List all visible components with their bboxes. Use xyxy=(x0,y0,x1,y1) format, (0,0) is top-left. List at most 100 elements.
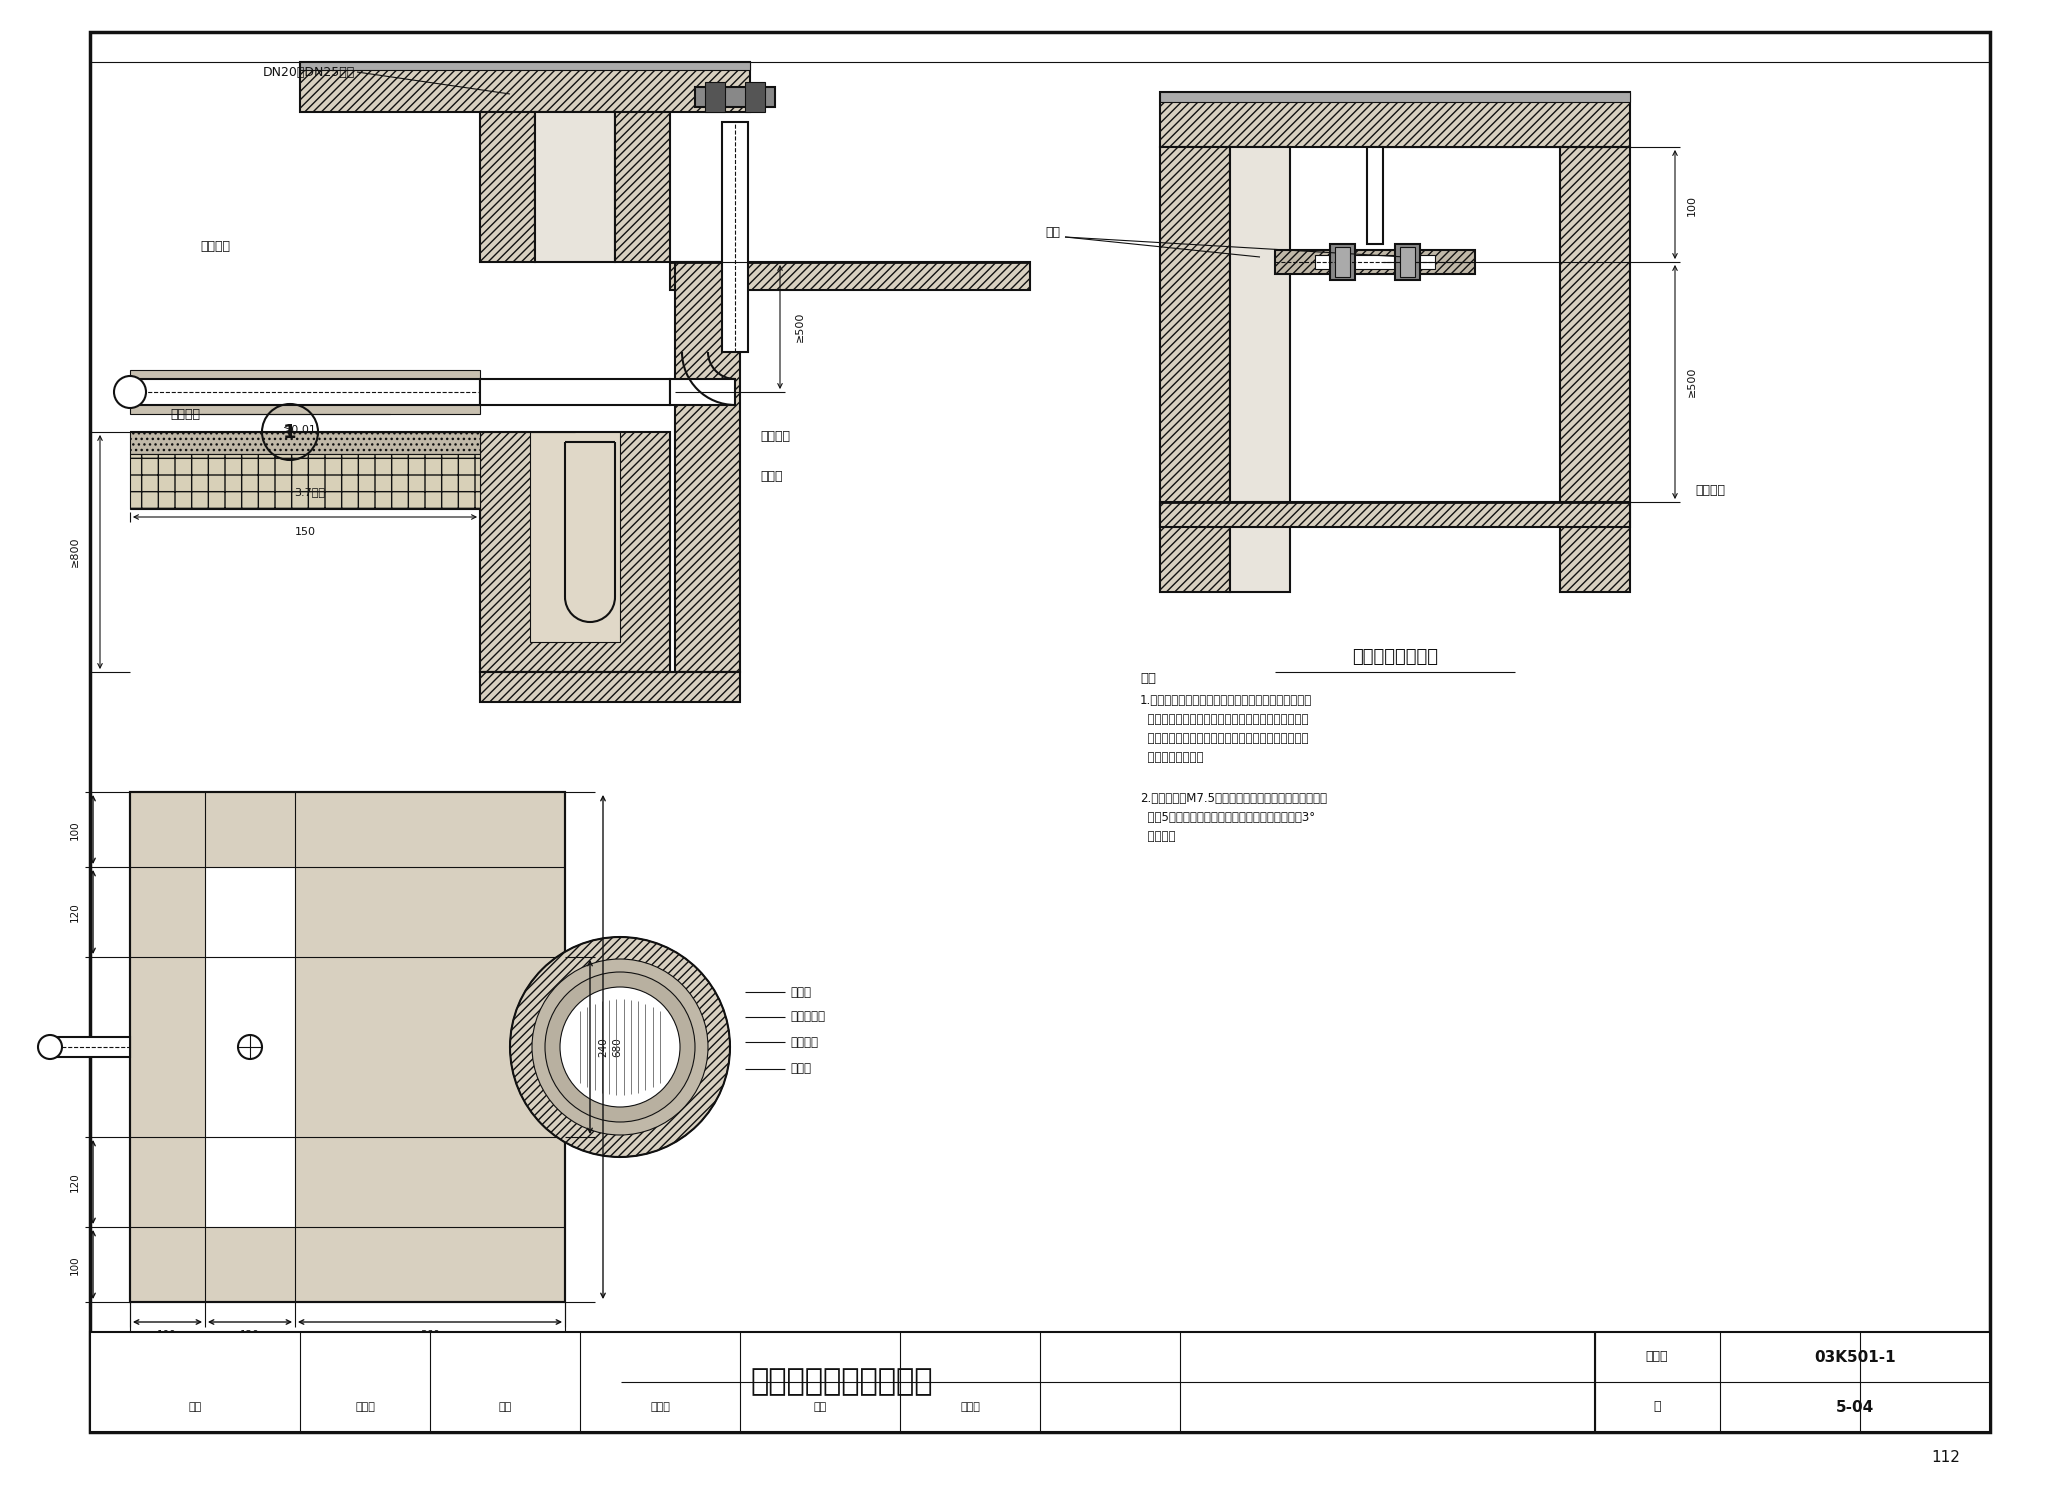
Text: 地下室作法大样，管材采用无缝钢管煨弯，或采用镀: 地下室作法大样，管材采用无缝钢管煨弯，或采用镀 xyxy=(1141,713,1309,727)
Bar xyxy=(295,792,565,1303)
Bar xyxy=(129,454,479,509)
Circle shape xyxy=(532,959,709,1135)
Text: DN20～DN25丝端: DN20～DN25丝端 xyxy=(262,66,354,79)
Text: 审核: 审核 xyxy=(188,1402,201,1411)
Text: 设计: 设计 xyxy=(813,1402,827,1411)
Bar xyxy=(1159,501,1630,527)
Text: 100: 100 xyxy=(70,1255,80,1274)
Bar xyxy=(205,792,295,867)
Circle shape xyxy=(39,1035,61,1059)
Bar xyxy=(670,263,1030,289)
Text: 填充沥青: 填充沥青 xyxy=(791,1035,817,1049)
Text: ≥500: ≥500 xyxy=(1688,367,1698,397)
Bar xyxy=(670,379,735,404)
Bar xyxy=(1159,93,1630,101)
Text: 2.砖台内外抹M7.5砂浆，砖台与建筑物外墙应连接严密: 2.砖台内外抹M7.5砂浆，砖台与建筑物外墙应连接严密 xyxy=(1141,792,1327,806)
Text: 120: 120 xyxy=(240,1329,260,1340)
Bar xyxy=(90,1332,1991,1432)
Bar xyxy=(1231,148,1290,592)
Text: 100: 100 xyxy=(1688,194,1698,215)
Text: 240: 240 xyxy=(598,1037,608,1056)
Text: 680: 680 xyxy=(612,1037,623,1056)
Bar xyxy=(745,82,766,112)
Bar xyxy=(1561,148,1630,592)
Bar xyxy=(723,122,748,352)
Bar xyxy=(1315,255,1436,269)
Bar xyxy=(535,112,614,263)
Text: 室外地坪: 室外地坪 xyxy=(170,407,201,421)
Bar xyxy=(1329,245,1356,280)
Bar xyxy=(299,63,750,112)
Bar xyxy=(49,1037,129,1056)
Text: 锌钢管管件连接，做加强防腐层及填充膨胀珍珠岩保: 锌钢管管件连接，做加强防腐层及填充膨胀珍珠岩保 xyxy=(1141,733,1309,745)
Text: 校对: 校对 xyxy=(498,1402,512,1411)
Bar xyxy=(205,1226,295,1303)
Circle shape xyxy=(238,1035,262,1059)
Bar xyxy=(479,379,670,404)
Bar xyxy=(129,370,479,413)
Bar xyxy=(694,87,774,107)
Text: 1.本图为由室外引入室内的燃气管道进气口遇暖气沟或: 1.本图为由室外引入室内的燃气管道进气口遇暖气沟或 xyxy=(1141,694,1313,707)
Text: 戴浩仪: 戴浩仪 xyxy=(354,1402,375,1411)
Text: >0.01: >0.01 xyxy=(283,425,317,436)
Text: 页: 页 xyxy=(1653,1401,1661,1413)
Text: 温，砌砖台保护。: 温，砌砖台保护。 xyxy=(1141,750,1204,764)
Bar xyxy=(205,867,295,1226)
Bar xyxy=(1335,248,1350,278)
Text: 加强防腐层: 加强防腐层 xyxy=(791,1010,825,1024)
Bar xyxy=(614,112,670,263)
Bar xyxy=(1276,251,1475,275)
Text: 胡卫卫: 胡卫卫 xyxy=(961,1402,979,1411)
Bar xyxy=(479,433,670,671)
Text: 每隔5层保护台墙体嵌入建筑物墙体内，盖板保持3°: 每隔5层保护台墙体嵌入建筑物墙体内，盖板保持3° xyxy=(1141,812,1315,824)
Circle shape xyxy=(545,971,694,1122)
Bar xyxy=(129,792,205,1303)
Bar xyxy=(532,436,616,639)
Bar xyxy=(129,792,565,1303)
Bar xyxy=(676,263,739,671)
Text: 珍珠岩: 珍珠岩 xyxy=(791,1062,811,1076)
Text: ≥500: ≥500 xyxy=(795,312,805,342)
Text: 倾斜角。: 倾斜角。 xyxy=(1141,830,1176,843)
Bar xyxy=(1159,148,1231,592)
Text: 03K501-1: 03K501-1 xyxy=(1815,1349,1896,1365)
Bar xyxy=(1395,245,1419,280)
Circle shape xyxy=(115,376,145,407)
Bar xyxy=(479,671,739,703)
Text: 戴海洋: 戴海洋 xyxy=(649,1402,670,1411)
Text: 100: 100 xyxy=(70,821,80,840)
Text: 120: 120 xyxy=(70,903,80,922)
Bar xyxy=(299,63,750,70)
Bar xyxy=(1366,148,1382,245)
Circle shape xyxy=(510,937,729,1156)
Bar xyxy=(705,82,725,112)
Circle shape xyxy=(559,988,680,1107)
Text: 燃气管: 燃气管 xyxy=(791,986,811,998)
Text: 3:7灰土: 3:7灰土 xyxy=(295,486,326,497)
Text: 注：: 注： xyxy=(1141,671,1155,685)
Text: 360: 360 xyxy=(420,1329,440,1340)
Text: 地下室: 地下室 xyxy=(760,470,782,483)
Text: 燃气管道室外引入作法: 燃气管道室外引入作法 xyxy=(752,1368,934,1397)
Text: 室内地面: 室内地面 xyxy=(1696,483,1724,497)
Bar xyxy=(1159,93,1630,148)
Bar xyxy=(479,112,535,263)
Bar xyxy=(129,379,479,404)
Text: 丝端: 丝端 xyxy=(1044,225,1061,239)
Bar xyxy=(129,792,565,1303)
Text: 镀锌钢管管件连接: 镀锌钢管管件连接 xyxy=(1352,648,1438,665)
Text: 5-04: 5-04 xyxy=(1835,1399,1874,1414)
Bar xyxy=(530,433,621,642)
Text: 1: 1 xyxy=(342,1388,352,1405)
Text: 室内地面: 室内地面 xyxy=(201,240,229,254)
Text: 100: 100 xyxy=(158,1329,176,1340)
Text: ≥800: ≥800 xyxy=(70,537,80,567)
Text: 1: 1 xyxy=(283,422,297,442)
Text: 112: 112 xyxy=(1931,1450,1960,1465)
Bar xyxy=(1401,248,1415,278)
Text: 580: 580 xyxy=(336,1358,358,1368)
Text: 图集号: 图集号 xyxy=(1647,1350,1669,1364)
Bar xyxy=(129,433,479,454)
Text: 暖气沟或: 暖气沟或 xyxy=(760,431,791,443)
Text: 120: 120 xyxy=(70,1173,80,1192)
